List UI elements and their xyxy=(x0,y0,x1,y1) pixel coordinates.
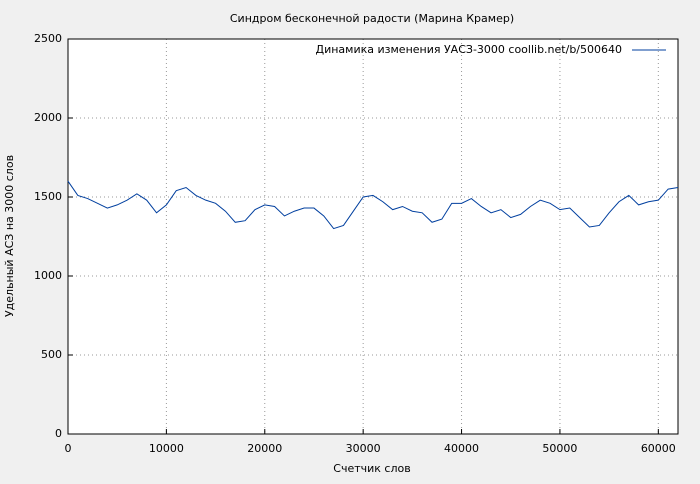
x-tick-label: 10000 xyxy=(149,442,184,455)
y-axis-label: Удельный АСЗ на 3000 слов xyxy=(3,155,16,317)
legend-label: Динамика изменения УАСЗ-3000 coollib.net… xyxy=(316,43,623,56)
x-tick-label: 20000 xyxy=(247,442,282,455)
y-tick-label: 1500 xyxy=(34,190,62,203)
x-tick-label: 30000 xyxy=(346,442,381,455)
data-line xyxy=(67,180,679,230)
x-tick-label: 40000 xyxy=(444,442,479,455)
y-tick-label: 2000 xyxy=(34,111,62,124)
plot-frame xyxy=(67,38,679,435)
x-tick-label: 60000 xyxy=(641,442,676,455)
plot-area xyxy=(68,39,678,434)
y-tick-label: 2500 xyxy=(34,32,62,45)
x-tick-label: 0 xyxy=(65,442,72,455)
x-tick-label: 50000 xyxy=(542,442,577,455)
chart-title: Синдром бесконечной радости (Марина Крам… xyxy=(230,12,514,25)
y-tick-label: 500 xyxy=(41,348,62,361)
y-tick-label: 0 xyxy=(55,427,62,440)
y-tick-label: 1000 xyxy=(34,269,62,282)
x-axis-label: Счетчик слов xyxy=(333,462,410,475)
